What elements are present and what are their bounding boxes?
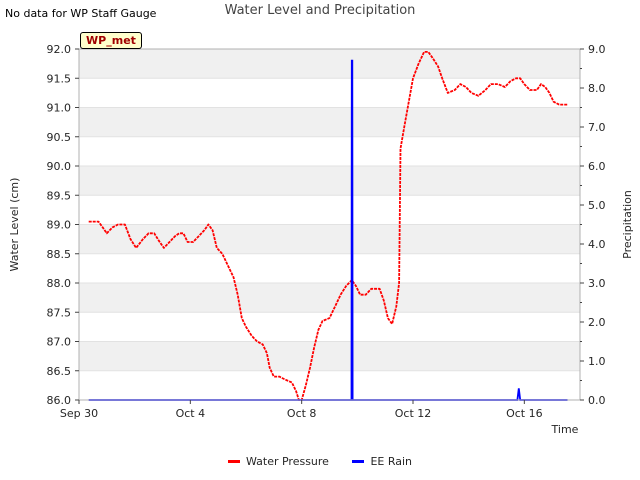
chart-title: Water Level and Precipitation [224,3,416,18]
left-tick-label: 91.0 [47,102,72,115]
site-badge: WP_met [80,32,142,49]
x-tick-label: Sep 30 [60,407,98,420]
x-tick-label: Oct 4 [176,407,206,420]
legend: Water Pressure EE Rain [0,453,640,468]
grid-band [79,166,580,196]
grid-band [79,283,580,313]
left-tick-label: 87.0 [47,336,72,349]
left-tick-label: 88.0 [47,277,72,290]
right-axis: 0.0 1.0 2.0 3.0 4.0 5.0 6.0 7.0 8.0 9.0 [580,43,606,407]
left-tick-label: 89.5 [47,189,72,202]
legend-label-ee-rain: EE Rain [370,455,413,468]
legend-label-water-pressure: Water Pressure [245,455,329,468]
left-tick-label: 92.0 [47,43,72,56]
right-tick-label: 7.0 [588,121,606,134]
right-tick-label: 0.0 [588,394,606,407]
left-axis: 86.0 86.5 87.0 87.5 88.0 88.5 89.0 89.5 90.0 90.5… [47,43,79,407]
right-tick-label: 8.0 [588,82,606,95]
legend-item-water-pressure: Water Pressure [227,455,329,468]
grid-band [79,49,580,79]
x-axis: Sep 30 Oct 4 Oct 8 Oct 12 Oct 16 [60,400,543,420]
x-tick-label: Oct 12 [395,407,432,420]
grid-bands [79,49,580,372]
right-tick-label: 5.0 [588,199,606,212]
left-tick-label: 87.5 [47,306,72,319]
right-tick-label: 4.0 [588,238,606,251]
x-axis-label: Time [551,423,579,436]
x-tick-label: Oct 16 [506,407,543,420]
right-tick-label: 2.0 [588,316,606,329]
left-tick-label: 86.5 [47,365,72,378]
right-tick-label: 1.0 [588,355,606,368]
left-tick-label: 91.5 [47,72,72,85]
grid-band [79,107,580,137]
left-tick-label: 90.5 [47,131,72,144]
series-line-water-pressure [88,51,568,401]
legend-item-ee-rain: EE Rain [352,455,412,468]
left-tick-label: 90.0 [47,160,72,173]
left-tick-label: 86.0 [47,394,72,407]
left-tick-label: 89.0 [47,219,72,232]
y-axis-label-right: Precipitation [621,190,634,259]
grid-band [79,224,580,254]
right-tick-label: 6.0 [588,160,606,173]
grid-band [79,341,580,371]
legend-swatch-water-pressure [227,460,240,463]
right-tick-label: 3.0 [588,277,606,290]
legend-swatch-ee-rain [352,460,365,463]
right-tick-label: 9.0 [588,43,606,56]
y-axis-label-left: Water Level (cm) [8,178,21,272]
left-tick-label: 88.5 [47,248,72,261]
x-tick-label: Oct 8 [287,407,317,420]
corner-note: No data for WP Staff Gauge [5,7,157,20]
